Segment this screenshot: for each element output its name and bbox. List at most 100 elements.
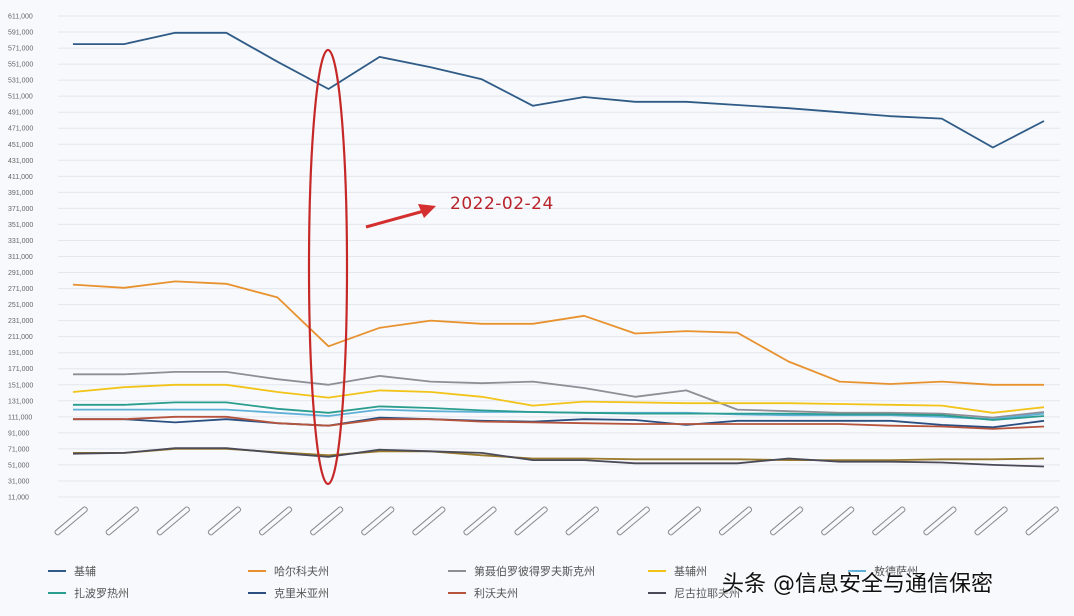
- legend-item-kyiv[interactable]: 基辅: [48, 563, 248, 579]
- x-tick-label: [565, 506, 599, 536]
- y-tick-label: 91,000: [8, 430, 30, 437]
- legend-swatch: [248, 592, 266, 594]
- y-tick-label: 171,000: [8, 366, 33, 373]
- legend-item-odesa[interactable]: 敖德萨州: [848, 563, 1028, 579]
- series-line[interactable]: [72, 383, 1045, 414]
- legend-row-1: 基辅 哈尔科夫州 第聂伯罗彼得罗夫斯克州 基辅州 敖德萨州: [48, 560, 1048, 582]
- legend-item-lviv[interactable]: 利沃夫州: [448, 585, 648, 601]
- y-tick-label: 391,000: [8, 190, 33, 197]
- y-tick-label: 251,000: [8, 302, 33, 309]
- y-tick-label: 311,000: [8, 254, 33, 261]
- y-tick-label: 131,000: [8, 398, 33, 405]
- y-tick-label: 451,000: [8, 142, 33, 149]
- x-tick-label: [923, 506, 957, 536]
- x-tick-label: [361, 506, 395, 536]
- legend-item-kyiv-oblast[interactable]: 基辅州: [648, 563, 848, 579]
- y-tick-label: 151,000: [8, 382, 33, 389]
- legend-swatch: [248, 570, 266, 572]
- legend-label: 扎波罗热州: [74, 587, 129, 600]
- x-tick-label: [821, 506, 855, 536]
- y-tick-label: 571,000: [8, 46, 33, 53]
- y-tick-label: 491,000: [8, 110, 33, 117]
- legend: 基辅 哈尔科夫州 第聂伯罗彼得罗夫斯克州 基辅州 敖德萨州 扎波罗热州 克里米亚…: [48, 560, 1048, 604]
- legend-item-kharkiv[interactable]: 哈尔科夫州: [248, 563, 448, 579]
- x-tick-label: [1025, 506, 1059, 536]
- y-tick-label: 331,000: [8, 238, 33, 245]
- y-tick-label: 611,000: [8, 14, 33, 21]
- x-tick-label: [310, 506, 344, 536]
- y-tick-label: 111,000: [8, 414, 32, 421]
- legend-label: 克里米亚州: [274, 587, 329, 600]
- legend-swatch: [48, 592, 66, 594]
- y-tick-label: 191,000: [8, 350, 33, 357]
- x-tick-label: [514, 506, 548, 536]
- x-tick-label: [54, 506, 88, 536]
- legend-label: 利沃夫州: [474, 587, 518, 600]
- x-tick-label: [207, 506, 242, 536]
- y-tick-label: 271,000: [8, 286, 33, 293]
- x-axis-labels: [54, 506, 1059, 536]
- data-series: [72, 31, 1045, 468]
- x-tick-label: [667, 506, 702, 536]
- y-tick-label: 11,000: [8, 495, 29, 502]
- y-tick-label: 471,000: [8, 126, 33, 133]
- x-tick-label: [156, 506, 190, 536]
- legend-item-zaporizhzhia[interactable]: 扎波罗热州: [48, 585, 248, 601]
- x-tick-label: [412, 506, 446, 536]
- legend-label: 哈尔科夫州: [274, 565, 329, 578]
- legend-item-mykolaiv[interactable]: 尼古拉耶夫州: [648, 585, 848, 601]
- annotation-layer: 2022-02-24: [307, 48, 554, 486]
- legend-item-dnipro[interactable]: 第聂伯罗彼得罗夫斯克州: [448, 563, 648, 579]
- legend-item-crimea[interactable]: 克里米亚州: [248, 585, 448, 601]
- y-tick-label: 291,000: [8, 270, 33, 277]
- series-line[interactable]: [73, 447, 1045, 462]
- series-line[interactable]: [73, 415, 1045, 430]
- legend-swatch: [48, 570, 66, 572]
- legend-label: 第聂伯罗彼得罗夫斯克州: [474, 565, 595, 578]
- watermark: 头条 @信息安全与通信保密: [722, 572, 993, 597]
- series-line[interactable]: [73, 31, 1045, 149]
- series-line[interactable]: [73, 416, 1045, 429]
- y-tick-label: 411,000: [8, 174, 33, 181]
- y-tick-label: 71,000: [8, 446, 30, 453]
- legend-swatch: [848, 570, 866, 572]
- y-tick-label: 591,000: [8, 30, 33, 37]
- y-tick-label: 211,000: [8, 334, 33, 341]
- arrow-icon: [365, 209, 425, 229]
- y-tick-label: 231,000: [8, 318, 33, 325]
- y-tick-label: 551,000: [8, 62, 33, 69]
- legend-row-2: 扎波罗热州 克里米亚州 利沃夫州 尼古拉耶夫州: [48, 582, 1048, 604]
- x-tick-label: [463, 506, 497, 536]
- y-tick-label: 351,000: [8, 222, 33, 229]
- series-line[interactable]: [72, 280, 1044, 386]
- legend-label: 基辅州: [674, 565, 707, 578]
- y-tick-label: 431,000: [8, 158, 33, 165]
- x-tick-label: [974, 506, 1008, 536]
- y-tick-label: 31,000: [8, 478, 30, 485]
- arrow-head-icon: [418, 204, 436, 218]
- y-tick-label: 531,000: [8, 78, 33, 85]
- x-tick-label: [616, 506, 650, 536]
- x-tick-label: [770, 506, 804, 536]
- legend-swatch: [648, 592, 666, 594]
- gridlines: [58, 15, 1060, 498]
- y-tick-label: 51,000: [8, 462, 30, 469]
- legend-label: 敖德萨州: [874, 565, 918, 578]
- x-tick-label: [718, 506, 753, 536]
- y-tick-label: 511,000: [8, 94, 33, 101]
- y-axis-labels: 611,000 591,000 571,000 551,000 531,000 511,0…: [8, 14, 33, 502]
- x-tick-label: [258, 506, 293, 536]
- series-line[interactable]: [73, 401, 1045, 421]
- legend-swatch: [448, 570, 466, 572]
- series-line[interactable]: [72, 447, 1045, 468]
- legend-swatch: [448, 592, 466, 594]
- annotation-date: 2022-02-24: [450, 194, 554, 214]
- highlight-ellipse: [307, 48, 349, 486]
- legend-label: 基辅: [74, 565, 96, 578]
- x-tick-label: [872, 506, 906, 536]
- line-chart: 611,000 591,000 571,000 551,000 531,000 511,0…: [8, 14, 1060, 536]
- legend-label: 尼古拉耶夫州: [674, 587, 740, 600]
- x-tick-label: [105, 506, 139, 536]
- series-line[interactable]: [73, 370, 1045, 419]
- y-tick-label: 371,000: [8, 206, 33, 213]
